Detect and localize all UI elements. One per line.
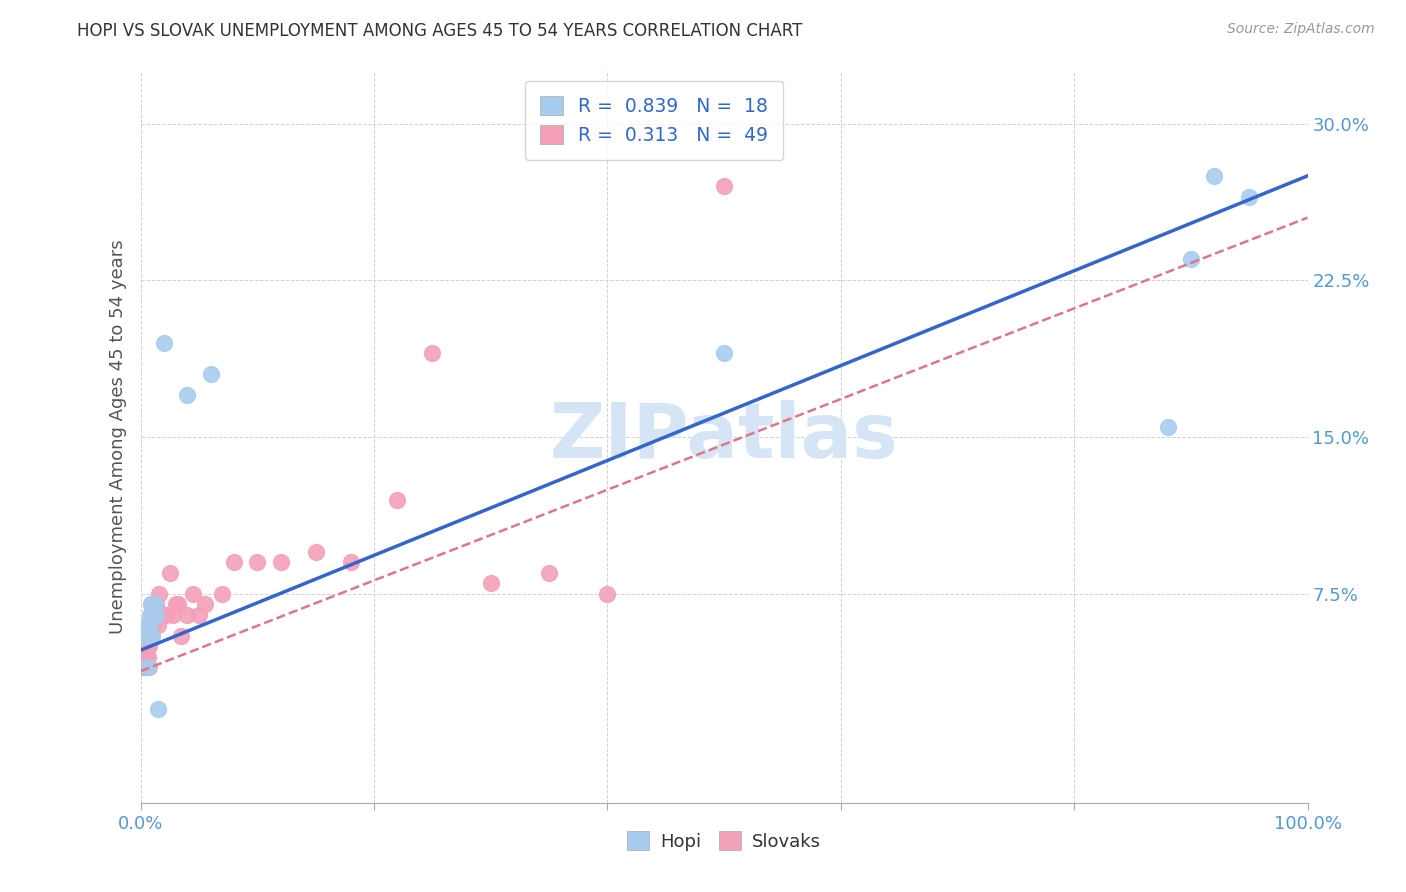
Point xyxy=(134,660,156,674)
Point xyxy=(143,597,166,611)
Point xyxy=(138,629,160,643)
Point xyxy=(1239,190,1261,204)
Point xyxy=(1156,419,1178,434)
Point xyxy=(132,649,155,664)
Point xyxy=(134,639,156,653)
Point xyxy=(146,702,169,716)
Point xyxy=(1204,169,1226,183)
Point xyxy=(150,607,173,622)
Point xyxy=(141,597,163,611)
Point xyxy=(387,492,409,507)
Point xyxy=(132,629,155,643)
Point xyxy=(138,639,160,653)
Point xyxy=(167,597,190,611)
Point xyxy=(145,597,167,611)
Point xyxy=(136,639,159,653)
Point xyxy=(136,660,159,674)
Point xyxy=(188,607,211,622)
Point xyxy=(139,607,162,622)
Point xyxy=(142,618,165,632)
Point xyxy=(176,388,198,402)
Point xyxy=(713,179,735,194)
Point xyxy=(135,639,157,653)
Point xyxy=(181,587,204,601)
Point xyxy=(146,607,169,622)
Point xyxy=(143,607,166,622)
Point xyxy=(135,629,157,643)
Point xyxy=(222,556,245,570)
Point xyxy=(211,587,233,601)
Point xyxy=(138,618,160,632)
Point xyxy=(136,649,159,664)
Point xyxy=(139,607,162,622)
Point xyxy=(139,618,162,632)
Point xyxy=(135,649,157,664)
Point xyxy=(148,587,170,601)
Point xyxy=(135,618,157,632)
Point xyxy=(165,597,187,611)
Point xyxy=(1180,252,1202,267)
Point xyxy=(153,607,176,622)
Point xyxy=(146,618,169,632)
Text: Source: ZipAtlas.com: Source: ZipAtlas.com xyxy=(1227,22,1375,37)
Point xyxy=(139,629,162,643)
Point xyxy=(162,607,184,622)
Point xyxy=(153,336,176,351)
Point xyxy=(139,597,162,611)
Point xyxy=(176,607,198,622)
Text: ZIPatlas: ZIPatlas xyxy=(550,401,898,474)
Point xyxy=(141,607,163,622)
Point xyxy=(246,556,269,570)
Point xyxy=(537,566,560,580)
Point xyxy=(194,597,217,611)
Text: HOPI VS SLOVAK UNEMPLOYMENT AMONG AGES 45 TO 54 YEARS CORRELATION CHART: HOPI VS SLOVAK UNEMPLOYMENT AMONG AGES 4… xyxy=(77,22,803,40)
Point xyxy=(132,660,155,674)
Point xyxy=(159,566,181,580)
Y-axis label: Unemployment Among Ages 45 to 54 years: Unemployment Among Ages 45 to 54 years xyxy=(108,240,127,634)
Point xyxy=(713,346,735,360)
Point xyxy=(200,368,222,382)
Point xyxy=(305,545,328,559)
Point xyxy=(132,639,155,653)
Point xyxy=(141,629,163,643)
Legend: Hopi, Slovaks: Hopi, Slovaks xyxy=(619,822,830,860)
Point xyxy=(155,607,177,622)
Point xyxy=(139,597,162,611)
Point xyxy=(270,556,292,570)
Point xyxy=(479,576,502,591)
Point xyxy=(422,346,444,360)
Point xyxy=(596,587,619,601)
Point xyxy=(339,556,361,570)
Point xyxy=(170,629,193,643)
Point xyxy=(145,607,167,622)
Point xyxy=(138,660,160,674)
